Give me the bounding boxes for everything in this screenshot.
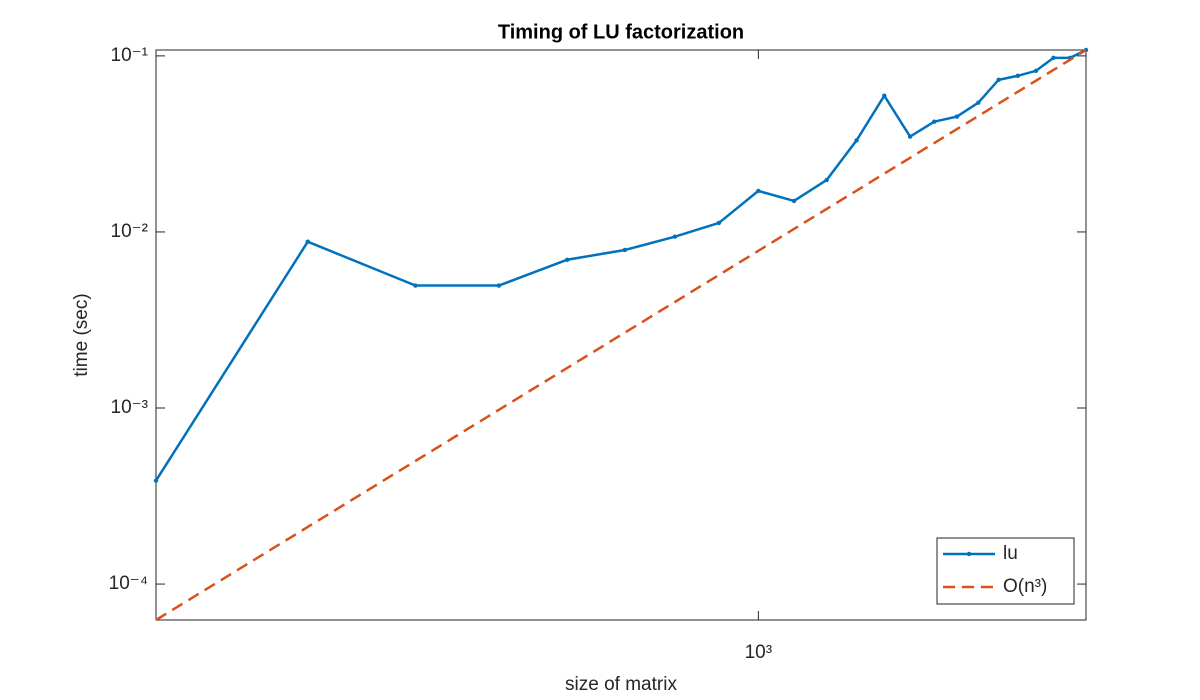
y-tick-label: 10⁻¹ <box>111 45 149 66</box>
data-point <box>622 247 628 253</box>
legend-label: O(n³) <box>1003 576 1047 597</box>
y-tick-label: 10⁻² <box>111 221 149 242</box>
x-tick-label: 10³ <box>745 642 772 663</box>
data-point <box>791 198 797 204</box>
data-point <box>976 100 981 105</box>
y-tick-label: 10⁻⁴ <box>109 573 148 594</box>
chart-title: Timing of LU factorization <box>498 21 744 43</box>
data-point <box>413 283 418 288</box>
series-line <box>155 48 1087 622</box>
data-point <box>305 239 310 244</box>
data-point <box>153 478 159 483</box>
legend-box <box>936 537 1075 605</box>
y-axis-label: time (sec) <box>71 293 92 376</box>
data-point <box>882 93 887 98</box>
data-point <box>1033 68 1039 73</box>
data-point <box>854 138 859 143</box>
data-point <box>1015 73 1020 78</box>
y-tick-label: 10⁻³ <box>111 397 149 418</box>
legend-marker <box>966 551 972 557</box>
legend-label: lu <box>1003 543 1018 564</box>
data-point <box>954 114 960 119</box>
data-point <box>996 77 1001 83</box>
data-point <box>564 257 570 262</box>
data-point <box>824 177 829 183</box>
data-point <box>1051 55 1056 61</box>
data-point <box>756 188 761 194</box>
data-point <box>672 234 678 239</box>
data-point <box>932 119 937 124</box>
data-point <box>716 220 722 226</box>
data-point <box>907 134 913 139</box>
x-axis-label: size of matrix <box>565 674 677 695</box>
data-point <box>496 283 502 288</box>
